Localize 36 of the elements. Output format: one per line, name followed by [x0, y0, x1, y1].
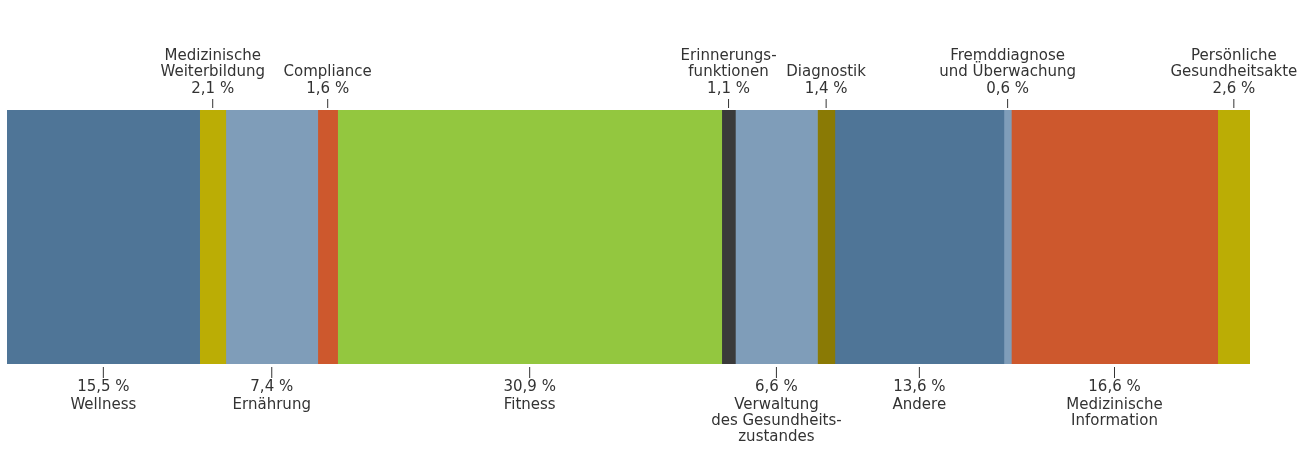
text: Diagnostik: [786, 61, 867, 80]
data-label: 2,1 %: [191, 78, 235, 97]
bar: [1217, 110, 1250, 364]
data-label: 30,9 %: [503, 376, 556, 395]
text: Verwaltung des Gesundheits- zustandes: [711, 394, 842, 445]
bar: [199, 110, 227, 364]
data-label: 0,6 %: [986, 78, 1030, 97]
bar: [337, 110, 723, 364]
data-label: 7,4 %: [250, 376, 294, 395]
bar: [834, 110, 1005, 364]
text: Andere: [892, 394, 947, 413]
data-label: 16,6 %: [1088, 376, 1141, 395]
bar: [225, 110, 319, 364]
text: Medizinische Weiterbildung: [160, 45, 265, 80]
text: Compliance: [283, 61, 372, 80]
bar: [1003, 110, 1012, 364]
text: Fremddiagnose und Überwachung: [939, 45, 1077, 80]
data-label: 2,6 %: [1212, 78, 1256, 97]
bar: [817, 110, 836, 364]
data-label: 13,6 %: [893, 376, 946, 395]
bar: [1011, 110, 1219, 364]
text: Ernährung: [232, 394, 311, 413]
bar: [735, 110, 818, 364]
data-label: 6,6 %: [754, 376, 798, 395]
bar: [7, 110, 200, 364]
text: Fitness: [503, 394, 556, 413]
bar: [721, 110, 736, 364]
text: Erinnerungs- funktionen: [680, 45, 777, 80]
data-label: 15,5 %: [77, 376, 130, 395]
text: Wellness: [70, 394, 137, 413]
data-label: 1,4 %: [804, 78, 848, 97]
text: Persönliche Gesundheitsakte: [1170, 45, 1298, 80]
data-label: 1,6 %: [306, 78, 350, 97]
bar: [317, 110, 338, 364]
text: Medizinische Information: [1066, 394, 1163, 429]
data-label: 1,1 %: [707, 78, 751, 97]
